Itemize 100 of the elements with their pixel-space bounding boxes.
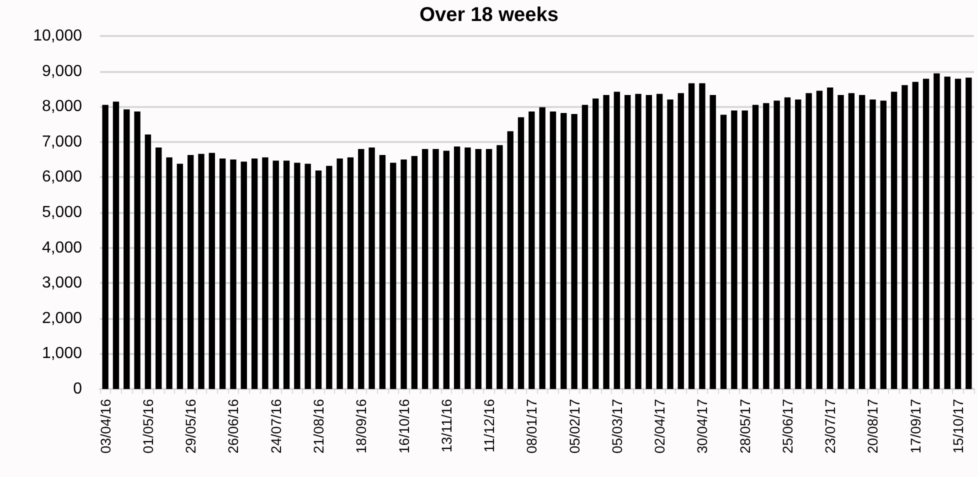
bar [795,100,802,389]
bar [283,160,290,389]
x-tick-label: 11/12/16 [481,398,498,452]
bar [347,157,354,389]
bar [539,107,546,389]
bar [390,162,396,389]
bar [188,154,194,389]
bar [646,94,652,389]
bar [156,148,162,389]
bar [582,104,588,389]
bar [315,170,322,389]
bar [922,78,930,389]
bar [443,150,450,389]
bar [827,88,834,389]
y-tick-label: 5,000 [42,204,82,221]
bar [294,162,300,389]
y-tick-label: 8,000 [42,98,82,116]
bar [102,104,108,389]
bar [432,148,439,389]
bar [656,94,663,389]
y-tick-label: 4,000 [42,239,82,256]
x-tick-label: 29/05/16 [182,398,199,454]
bar [838,94,844,389]
bar [528,112,535,389]
bar [848,93,855,389]
x-tick-label: 26/06/16 [225,398,242,454]
bar [816,90,823,389]
bar [198,154,204,389]
bar [742,110,748,389]
x-tick-label: 18/09/16 [353,398,370,454]
bar [379,154,386,389]
bar [464,148,471,389]
bar [902,85,908,389]
x-tick-label: 01/05/16 [140,398,156,454]
bar [858,94,866,389]
x-tick-label: 24/07/16 [268,398,284,454]
y-tick-label: 10,000 [33,28,82,44]
bar [507,131,514,389]
bar [806,93,812,389]
bar [763,103,770,389]
bar [784,97,791,389]
bar [667,100,674,389]
x-tick-label: 15/10/17 [950,398,966,454]
bar [774,100,780,389]
bar [571,114,578,389]
x-tick-label: 13/11/16 [438,398,454,452]
x-tick-label: 25/06/17 [779,398,796,454]
bar [592,98,599,389]
bar [262,157,268,389]
x-tick-label: 17/09/17 [907,398,924,454]
bar [966,78,972,389]
bar [560,112,567,389]
x-tick-label: 23/07/17 [822,398,838,454]
bar [731,110,738,389]
chart-title: Over 18 weeks [420,4,558,26]
y-tick-label: 0 [73,380,82,398]
bar [208,152,216,389]
y-tick-label: 6,000 [42,168,82,186]
x-tick-label: 03/04/16 [97,398,114,454]
x-tick-label: 20/08/17 [864,398,881,454]
bar [144,134,152,389]
bar [912,82,918,389]
bar [134,112,140,389]
bar [944,76,950,389]
x-tick-label: 08/01/17 [524,398,540,454]
bar [411,156,418,389]
bar [614,92,620,389]
bar [219,158,226,389]
bar [422,148,428,389]
bar [368,148,375,389]
x-tick-label: 02/04/17 [652,398,668,454]
y-tick-label: 1,000 [42,345,82,362]
bar [624,94,631,389]
x-tick-label: 05/03/17 [608,398,625,454]
bar [304,164,311,389]
bar [550,112,556,389]
bar [486,148,492,389]
bar [475,148,482,389]
bar [496,145,503,389]
bar [954,78,962,389]
bar [166,157,172,389]
bar [678,93,684,389]
bar [400,160,407,389]
bar [272,160,279,389]
bar [112,102,120,389]
y-tick-label: 2,000 [42,310,82,327]
bar [326,166,332,389]
bar [230,160,236,389]
y-tick-label: 3,000 [42,274,82,292]
bar [251,158,258,389]
bar [518,117,524,389]
bar [720,114,727,389]
x-tick-label: 16/10/16 [396,398,412,454]
x-tick-label: 28/05/17 [736,398,753,454]
y-tick-label: 7,000 [42,133,82,150]
bar [880,100,886,389]
bar [890,92,898,389]
bar [752,104,759,389]
bar [710,94,716,389]
bar [635,94,642,389]
